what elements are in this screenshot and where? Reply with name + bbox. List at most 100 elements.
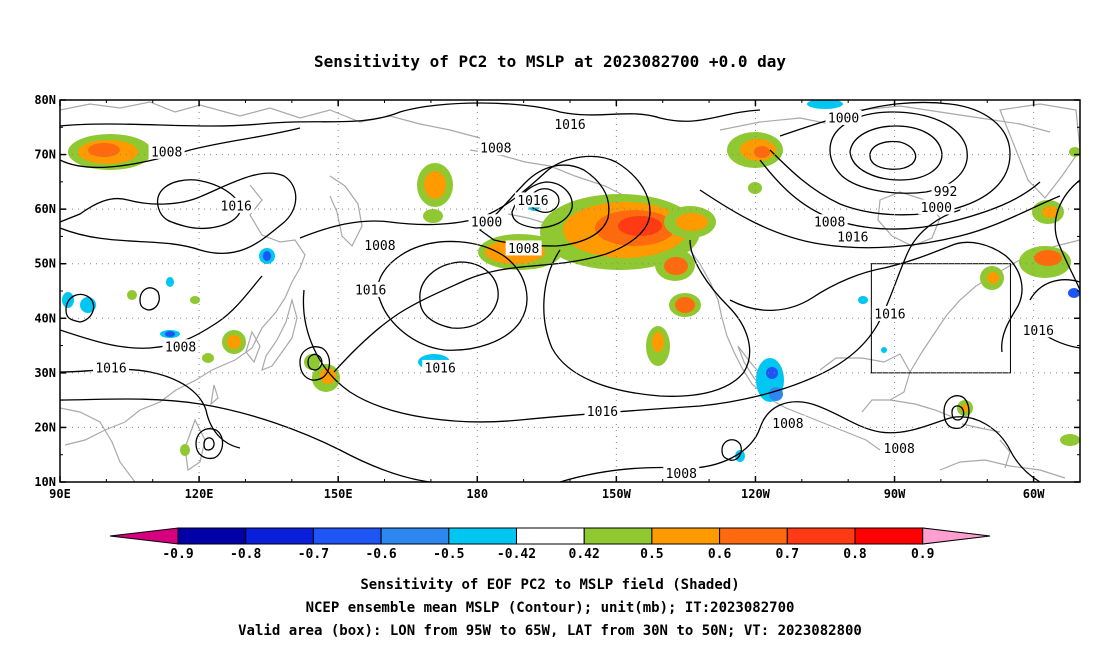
coastline-taiwan-philippines [184,384,219,472]
contour-label: 1008 [666,467,697,482]
lat-tick-label: 60N [34,202,56,216]
isobar-siberia-1008 [60,127,301,169]
isobar-canada-low-992 [849,125,943,181]
isobar-south-china-low [195,428,224,460]
contour-label-bg [881,440,918,456]
contour-label-bg [811,214,848,230]
isobar-atlantic-1016 [1054,179,1080,291]
contour-label: 1016 [95,361,126,376]
contour-label-bg [505,240,542,256]
colorbar-label: 0.6 [708,547,732,562]
contour-label: 1008 [165,341,196,356]
colorbar-bin [177,527,247,545]
contour-label: 1016 [1023,324,1054,339]
colorbar-bin [719,527,788,545]
lon-tick-label: 150E [324,487,353,501]
contour-label: 1016 [587,405,618,420]
contour-label: 1000 [921,201,952,216]
lon-tick-label: 120W [741,487,771,501]
colorbar-bin [651,527,721,545]
colorbar-label: -0.42 [497,547,536,562]
contour-label: 1016 [221,199,252,214]
valid-area-box [870,263,1011,374]
coastline-indochina [60,407,136,482]
isobar-canada-low-1000 [829,111,968,194]
contour-label-bg [361,237,398,253]
lat-tick-label: 20N [34,420,56,434]
latitude-axis: 80N 70N 60N 50N 40N 30N 20N 10N [34,93,1080,489]
contour-label: 1008 [364,239,395,254]
lon-tick-label: 150W [602,487,632,501]
contour-label-bg [162,339,199,355]
isobar-bering-low-outer [299,155,651,373]
lon-tick-label: 90W [884,487,906,501]
colorbar-bin [312,527,382,545]
footer-line-3: Valid area (box): LON from 95W to 65W, L… [238,623,862,639]
isobar-tropical-1008 [60,398,431,482]
contour-label-bg [477,140,514,156]
coastline-caribbean [889,399,1011,469]
contour-label-bg [218,197,255,213]
colorbar-bin [448,527,517,545]
lat-tick-label: 50N [34,257,56,271]
footer-line-2: NCEP ensemble mean MSLP (Contour); unit(… [306,600,795,616]
colorbar-arrow-low [109,527,179,545]
sensitivity-shading [62,100,1080,462]
isobar-gulf-low-inner [951,405,965,421]
isobar-subtropical-1016 [302,209,961,423]
map-background [60,100,1080,482]
lat-tick-label: 30N [34,366,56,380]
coastline-japan [261,297,298,372]
isobar-south-china-low-inner [203,437,215,451]
contour-label: 1008 [884,442,915,457]
colorbar-arrow-high [922,527,991,545]
map-title: Sensitivity of PC2 to MSLP at 2023082700… [314,52,786,71]
isobar-na-1016 [729,241,1023,353]
isobar-typhoon-outer [299,346,331,381]
mslp-contours [60,101,1080,482]
isobar-polar [60,102,761,127]
isobar-typhoon-inner [307,353,323,371]
coastline-kamchatka [329,175,363,248]
colorbar-label: -0.9 [162,547,193,562]
positive-patch-gulf-alaska [478,194,716,366]
contour-label: 992 [934,185,957,200]
lon-tick-label: 120E [185,487,214,501]
coastline-greenland [999,103,1080,199]
lat-tick-label: 70N [34,148,56,162]
contour-label: 1008 [508,242,539,257]
contour-label: 1016 [837,230,868,245]
isobar-bering-low-mid [478,164,610,247]
isobar-atlantic-high [1029,279,1080,301]
contour-label: 1016 [874,307,905,322]
contour-label-bg [514,192,551,208]
isobar-siberia-1016 [60,172,297,255]
colorbar-label: 0.5 [640,547,663,562]
isobar-gulf-low [943,395,970,430]
colorbar-label: 0.9 [911,547,934,562]
isobar-sea-low [65,293,95,323]
lat-tick-label: 80N [34,93,56,107]
contour-label-bg [918,199,955,215]
isobar-canada-low-core [869,140,917,170]
contour-label-bg [468,214,505,230]
contour-label: 1016 [425,361,456,376]
contour-label-bg [834,228,871,244]
contour-label-bg [552,116,588,132]
positive-patch-west-pacific [127,290,973,456]
colorbar-label: -0.6 [365,547,396,562]
positive-patch-canada [727,132,783,194]
colorbar: -0.9 -0.8 -0.7 -0.6 -0.5 -0.42 0.42 0.5 0.6 0.7 0.… [109,527,991,562]
colorbar-bin [786,527,856,545]
contour-label: 1000 [471,216,502,231]
contour-label: 1008 [151,145,182,160]
contour-label-bg [769,415,806,431]
colorbar-bin [380,527,450,545]
coastline-hudson-bay [877,191,941,247]
isobar-pacific-high-outer [377,240,528,351]
footer-line-1: Sensitivity of EOF PC2 to MSLP field (Sh… [360,577,739,593]
lon-tick-label: 90E [49,487,71,501]
